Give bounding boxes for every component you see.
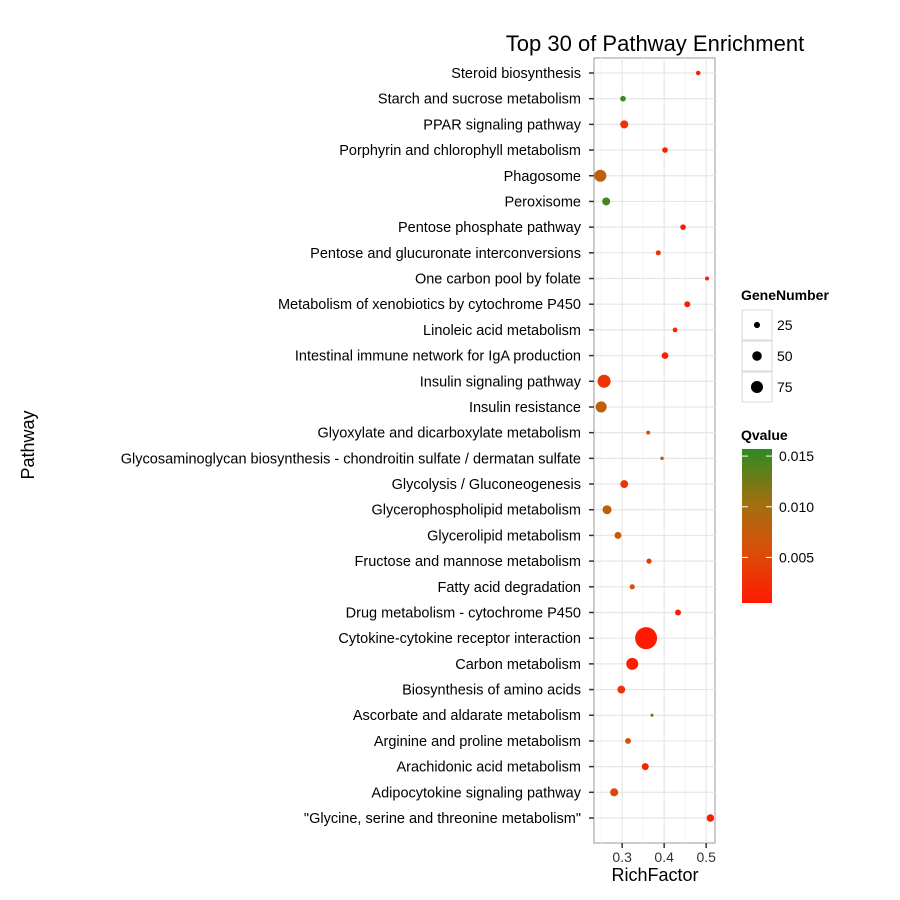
- size-legend-circle: [750, 380, 764, 394]
- data-point: [662, 147, 668, 153]
- y-tick-label: Adipocytokine signaling pathway: [371, 785, 581, 801]
- size-legend-label: 75: [777, 379, 793, 395]
- size-legend: GeneNumber 25 50 75: [741, 287, 829, 403]
- x-tick-label: 0.4: [654, 849, 674, 865]
- y-tick-label: Phagosome: [504, 169, 581, 185]
- y-tick-label: Arachidonic acid metabolism: [396, 760, 581, 776]
- data-point: [684, 301, 691, 308]
- data-point: [620, 120, 629, 129]
- size-legend-title: GeneNumber: [741, 287, 829, 303]
- data-point: [675, 609, 682, 616]
- y-tick-label: One carbon pool by folate: [415, 272, 581, 288]
- color-legend-label: 0.015: [779, 448, 814, 464]
- data-point: [660, 456, 664, 461]
- data-point: [672, 327, 678, 333]
- data-point: [620, 95, 626, 102]
- data-point: [635, 627, 658, 650]
- y-tick-label: Drug metabolism - cytochrome P450: [346, 605, 581, 621]
- data-points: [594, 70, 715, 822]
- size-legend-label: 25: [777, 317, 793, 333]
- size-legend-circle: [753, 321, 761, 329]
- y-tick-label: Linoleic acid metabolism: [423, 323, 581, 339]
- y-tick-label: Pentose and glucuronate interconversions: [310, 246, 581, 262]
- x-tick-label: 0.3: [612, 849, 632, 865]
- y-axis-labels: Steroid biosynthesis Starch and sucrose m…: [121, 66, 594, 827]
- y-tick-label: Biosynthesis of amino acids: [402, 683, 581, 699]
- y-tick-label: Glycosaminoglycan biosynthesis - chondro…: [121, 451, 581, 467]
- data-point: [706, 814, 715, 822]
- x-axis-title: RichFactor: [611, 865, 698, 885]
- data-point: [625, 737, 632, 744]
- size-legend-circle: [752, 351, 762, 361]
- y-tick-label: Glyoxylate and dicarboxylate metabolism: [317, 426, 581, 442]
- y-tick-label: "Glycine, serine and threonine metabolis…: [304, 811, 581, 827]
- y-tick-label: Cytokine-cytokine receptor interaction: [338, 631, 581, 647]
- data-point: [704, 276, 710, 281]
- y-tick-label: Pentose phosphate pathway: [398, 220, 582, 236]
- y-axis-title: Pathway: [18, 410, 38, 479]
- x-axis-ticks: 0.3 0.4 0.5: [612, 843, 716, 865]
- data-point: [614, 531, 622, 539]
- y-tick-label: Starch and sucrose metabolism: [378, 92, 581, 108]
- data-point: [629, 584, 635, 590]
- x-tick-label: 0.5: [696, 849, 716, 865]
- data-point: [626, 657, 639, 670]
- color-legend-label: 0.010: [779, 499, 814, 515]
- data-point: [646, 430, 651, 435]
- y-tick-label: Carbon metabolism: [455, 657, 581, 673]
- y-tick-label: Peroxisome: [504, 194, 581, 210]
- y-tick-label: Insulin resistance: [469, 400, 581, 416]
- data-point: [620, 480, 629, 488]
- color-legend-bar: [742, 449, 772, 603]
- size-legend-label: 50: [777, 348, 793, 364]
- data-point: [641, 763, 649, 771]
- y-tick-label: Porphyrin and chlorophyll metabolism: [339, 143, 581, 159]
- y-tick-label: Glycerophospholipid metabolism: [371, 503, 581, 519]
- y-tick-label: Intestinal immune network for IgA produc…: [295, 349, 581, 365]
- color-legend-label: 0.005: [779, 549, 814, 565]
- data-point: [602, 197, 611, 206]
- y-tick-label: Steroid biosynthesis: [451, 66, 581, 82]
- data-point: [617, 685, 626, 694]
- y-tick-label: Glycolysis / Gluconeogenesis: [392, 477, 581, 493]
- y-tick-label: Insulin signaling pathway: [420, 374, 582, 390]
- data-point: [695, 70, 701, 76]
- color-legend-title: Qvalue: [741, 427, 788, 443]
- data-point: [650, 713, 654, 717]
- y-tick-label: Ascorbate and aldarate metabolism: [353, 708, 581, 724]
- data-point: [646, 558, 652, 564]
- data-point: [602, 505, 612, 515]
- y-tick-label: Metabolism of xenobiotics by cytochrome …: [278, 297, 581, 313]
- y-tick-label: Glycerolipid metabolism: [427, 528, 581, 544]
- color-legend: Qvalue 0.005 0.010 0.015: [741, 427, 814, 603]
- horizontal-gridlines: [594, 72, 715, 819]
- data-point: [594, 169, 607, 182]
- data-point: [597, 374, 611, 388]
- y-tick-label: Fructose and mannose metabolism: [355, 554, 581, 570]
- y-tick-label: Fatty acid degradation: [438, 580, 581, 596]
- y-tick-label: PPAR signaling pathway: [423, 117, 581, 133]
- data-point: [680, 224, 686, 230]
- chart-title: Top 30 of Pathway Enrichment: [506, 31, 804, 56]
- data-point: [655, 250, 661, 256]
- vertical-gridlines: [600, 58, 707, 843]
- plot-panel: [593, 57, 716, 844]
- y-tick-label: Arginine and proline metabolism: [374, 734, 581, 750]
- data-point: [610, 788, 619, 797]
- data-point: [661, 352, 669, 359]
- panel-background: [593, 57, 716, 844]
- data-point: [595, 401, 607, 413]
